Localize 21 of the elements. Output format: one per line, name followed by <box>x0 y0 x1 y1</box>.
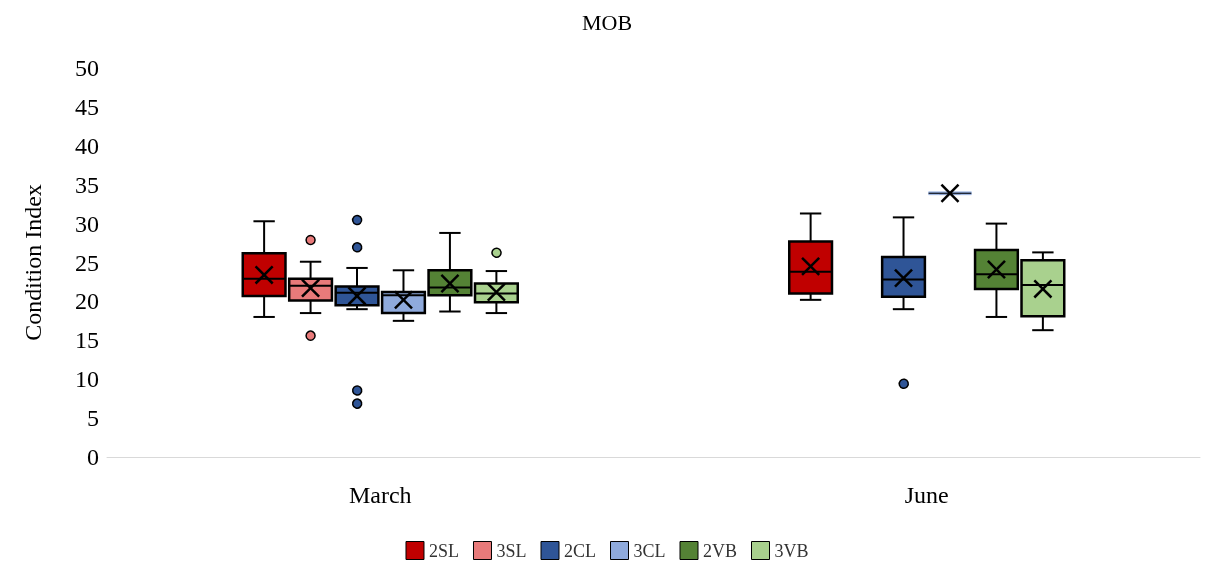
y-tick-label: 10 <box>75 366 99 393</box>
y-tick-label: 25 <box>75 249 99 276</box>
y-tick-label: 30 <box>75 210 99 237</box>
legend-label: 3SL <box>496 540 527 561</box>
legend-label: 3VB <box>774 540 809 561</box>
y-tick-label: 50 <box>75 55 99 81</box>
y-tick-label: 40 <box>75 132 99 159</box>
x-tick-label: March <box>348 482 412 508</box>
legend-label: 2SL <box>428 540 459 561</box>
y-tick-label: 45 <box>75 93 99 120</box>
chart-title: MOB <box>581 9 633 35</box>
legend-label: 2VB <box>703 540 738 561</box>
y-tick-label: 20 <box>75 288 99 315</box>
y-tick-label: 35 <box>75 171 99 198</box>
y-tick-label: 5 <box>87 405 99 432</box>
y-tick-label: 15 <box>75 327 99 354</box>
y-tick-label: 0 <box>87 444 99 470</box>
legend-label: 2CL <box>564 540 597 561</box>
x-tick-label: June <box>904 482 949 508</box>
y-axis-title: Condition Index <box>20 184 46 341</box>
legend-label: 3CL <box>633 540 666 561</box>
